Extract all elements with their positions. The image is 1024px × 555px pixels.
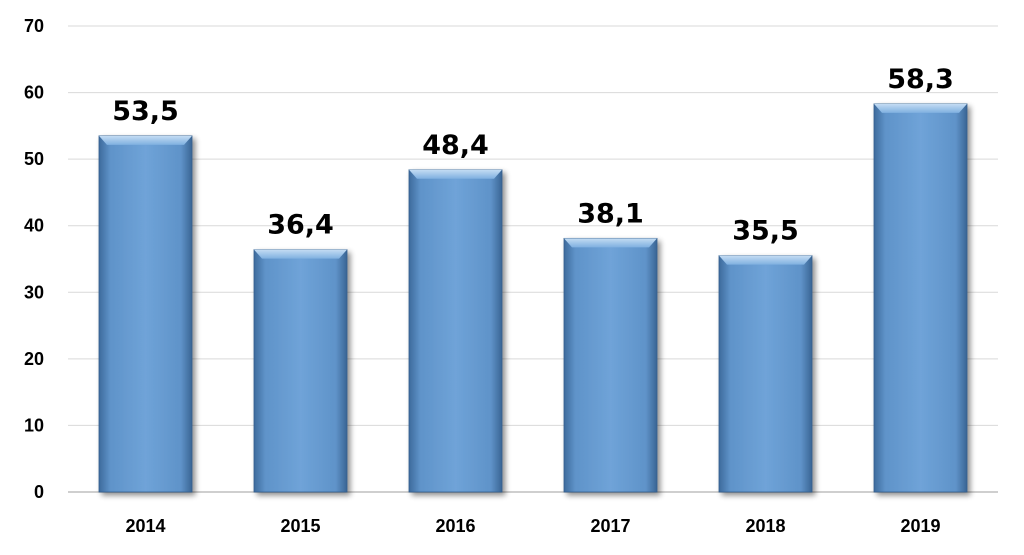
y-tick-label: 40: [24, 216, 44, 236]
data-label: 58,3: [887, 64, 954, 95]
y-tick-label: 60: [24, 83, 44, 103]
data-label: 53,5: [112, 96, 179, 127]
gridlines: [68, 25, 998, 493]
bar-2019: [873, 103, 968, 493]
bar-2014: [98, 135, 193, 493]
x-tick-label: 2018: [745, 516, 785, 536]
bars: [98, 103, 968, 493]
data-label: 36,4: [267, 210, 334, 241]
x-tick-label: 2019: [900, 516, 940, 536]
y-tick-label: 30: [24, 282, 44, 302]
x-axis-tick-labels: 2014 2015 2016 2017 2018 2019: [125, 516, 940, 536]
data-labels: 53,5 36,4 48,4 38,1 35,5 58,3: [112, 64, 954, 247]
y-tick-label: 50: [24, 149, 44, 169]
x-tick-label: 2017: [590, 516, 630, 536]
y-tick-label: 20: [24, 349, 44, 369]
x-tick-label: 2014: [125, 516, 165, 536]
bar-2018: [718, 255, 813, 493]
data-label: 48,4: [422, 130, 489, 161]
bar-2015: [253, 249, 348, 493]
bar-2016: [408, 169, 503, 493]
data-label: 38,1: [577, 198, 644, 229]
x-tick-label: 2015: [280, 516, 320, 536]
y-tick-label: 70: [24, 16, 44, 36]
y-tick-label: 0: [34, 482, 44, 502]
y-axis-tick-labels: 0 10 20 30 40 50 60 70: [24, 16, 44, 502]
y-tick-label: 10: [24, 415, 44, 435]
x-tick-label: 2016: [435, 516, 475, 536]
data-label: 35,5: [732, 216, 799, 247]
bar-2017: [563, 237, 658, 493]
